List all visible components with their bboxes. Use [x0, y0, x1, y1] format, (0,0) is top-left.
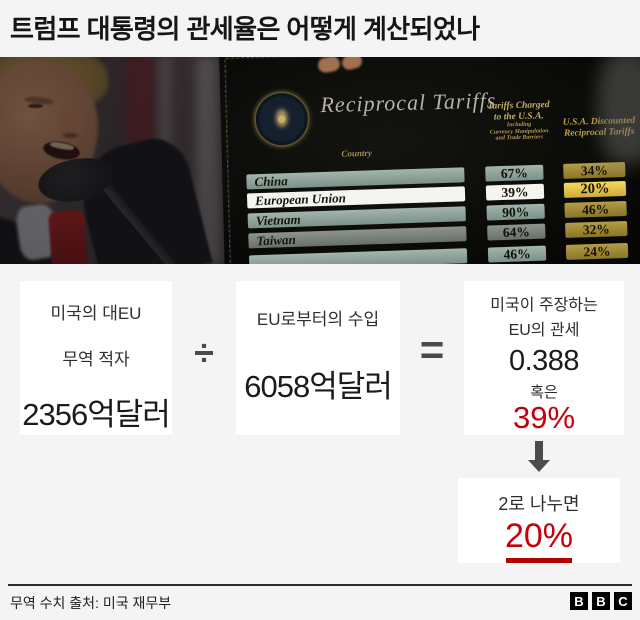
tariff-rows: China 67% 34% European Union 39% 20% Vie…: [218, 57, 640, 264]
charged-cell: 90%: [486, 203, 545, 221]
trump-nostril: [63, 133, 78, 138]
country-cell: Vietnam: [247, 206, 466, 229]
country-cell: [248, 248, 468, 264]
claimed-tariff-percent: 39%: [512, 400, 576, 435]
red-underline: [506, 558, 572, 563]
bbc-logo-letter: C: [614, 592, 632, 610]
trump-nose: [60, 107, 84, 137]
footer-divider: [8, 584, 632, 586]
discounted-cell: 46%: [564, 200, 627, 218]
discounted-cell: 24%: [565, 242, 629, 260]
claimed-tariff-label-line1: 미국이 주장하는: [490, 297, 598, 314]
country-cell: Taiwan: [248, 226, 467, 249]
discounted-cell: 20%: [563, 180, 627, 198]
trade-deficit-box: 미국의 대EU 무역 적자 2356억달러: [20, 281, 172, 435]
imports-value: 6058억달러: [244, 369, 393, 404]
trade-deficit-value: 2356억달러: [22, 397, 171, 432]
bbc-logo: B B C: [570, 592, 632, 610]
discounted-cell: 32%: [565, 220, 628, 238]
hand-holding-board: [316, 57, 372, 74]
halved-label: 2로 나누면: [498, 494, 580, 514]
reciprocal-tariffs-board: Reciprocal Tariffs Country Tariffs Charg…: [219, 57, 640, 264]
imports-box: EU로부터의 수입 6058억달러: [236, 281, 400, 435]
halved-result-box: 2로 나누면 20%: [458, 478, 620, 563]
trade-deficit-label-line2: 무역 적자: [62, 350, 130, 369]
claimed-tariff-box: 미국이 주장하는 EU의 관세 0.388 혹은 39%: [464, 281, 624, 435]
charged-cell: 46%: [487, 245, 547, 263]
bbc-logo-letter: B: [570, 592, 588, 610]
bbc-logo-letter: B: [592, 592, 610, 610]
claimed-tariff-value: 0.388: [508, 345, 580, 377]
trump-eye: [28, 104, 43, 108]
trade-deficit-label-line1: 미국의 대EU: [50, 304, 142, 323]
equals-sign: =: [419, 326, 445, 373]
country-cell: China: [246, 167, 465, 190]
trump-tariff-photo: Reciprocal Tariffs Country Tariffs Charg…: [0, 57, 640, 264]
charged-cell: 67%: [485, 164, 544, 182]
source-note: 무역 수치 출처: 미국 재무부: [10, 595, 172, 611]
page-title: 트럼프 대통령의 관세율은 어떻게 계산되었나: [10, 14, 480, 44]
country-cell: European Union: [246, 186, 466, 209]
charged-cell: 39%: [485, 183, 545, 201]
final-percent: 20%: [504, 517, 574, 555]
arrow-down-icon: [528, 441, 550, 472]
imports-label: EU로부터의 수입: [256, 310, 380, 329]
discounted-cell: 34%: [563, 161, 626, 179]
divide-sign: ÷: [194, 332, 214, 373]
presenter-arm: [598, 57, 640, 164]
claimed-tariff-label-line2: EU의 관세: [508, 322, 580, 339]
or-word: 혹은: [530, 384, 558, 401]
charged-cell: 64%: [487, 223, 546, 241]
